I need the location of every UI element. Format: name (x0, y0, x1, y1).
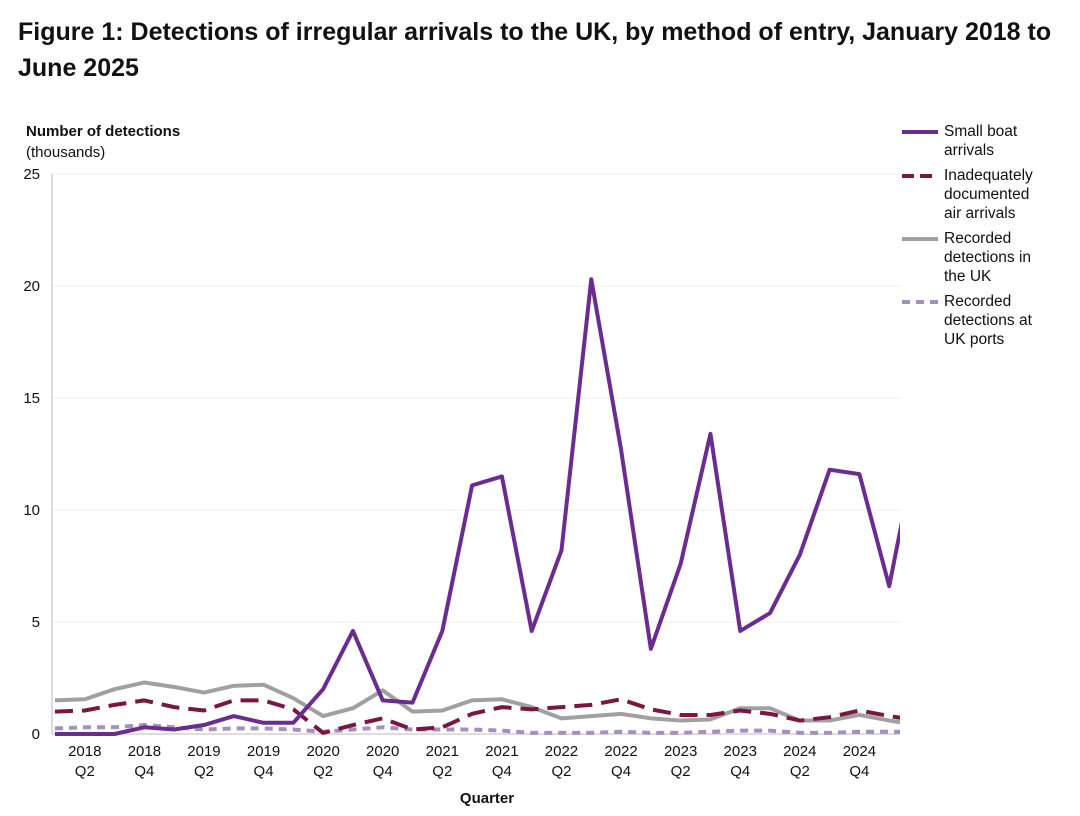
x-tick-label: 2024 Q4 (843, 743, 876, 780)
y-tick-label: 20 (23, 278, 40, 295)
x-tick-label: 2021 Q4 (485, 743, 518, 780)
x-tick-label: 2024 Q2 (783, 743, 816, 780)
legend-item: Recorded detections in the UK (900, 229, 1075, 286)
legend-label: Recorded detections at UK ports (944, 293, 1032, 348)
x-tick-label: 2018 Q4 (128, 743, 161, 780)
y-tick-label: 25 (23, 166, 40, 183)
legend-swatch (902, 237, 938, 241)
legend-label: Small boat arrivals (944, 123, 1018, 159)
line-series (54, 697, 900, 735)
x-tick-label: 2019 Q4 (247, 743, 280, 780)
legend-item: Small boat arrivals (900, 122, 1075, 160)
legend-item: Recorded detections at UK ports (900, 292, 1075, 349)
x-tick-label: 2022 Q2 (545, 743, 578, 780)
y-tick-label: 0 (32, 726, 40, 743)
y-tick-label: 15 (23, 390, 40, 407)
y-tick-label: 10 (23, 502, 40, 519)
legend: Small boat arrivals Inadequately document… (900, 122, 1075, 355)
x-tick-label: 2018 Q2 (68, 743, 101, 780)
y-axis-unit: (thousands) (26, 144, 105, 161)
x-tick-label: 2020 Q2 (306, 743, 339, 780)
x-tick-label: 2019 Q2 (187, 743, 220, 780)
line-series (55, 277, 900, 736)
y-tick-label: 5 (32, 614, 40, 631)
legend-swatch (902, 300, 938, 304)
x-tick-label: 2023 Q2 (664, 743, 697, 780)
x-tick-label: 2021 Q2 (426, 743, 459, 780)
legend-item: Inadequately documented air arrivals (900, 166, 1075, 223)
legend-label: Inadequately documented air arrivals (944, 167, 1033, 222)
x-tick-label: 2020 Q4 (366, 743, 399, 780)
y-axis-label: Number of detections (26, 123, 180, 140)
chart: Number of detections (thousands) Quarter… (23, 123, 900, 807)
line-series (54, 680, 900, 725)
x-tick-label: 2022 Q4 (604, 743, 637, 780)
line-series (54, 723, 900, 735)
legend-swatch (902, 174, 938, 178)
x-axis-label: Quarter (460, 790, 514, 807)
x-tick-label: 2023 Q4 (724, 743, 757, 780)
legend-label: Recorded detections in the UK (944, 230, 1032, 285)
chart-title: Figure 1: Detections of irregular arriva… (18, 18, 1052, 82)
legend-swatch (902, 130, 938, 134)
